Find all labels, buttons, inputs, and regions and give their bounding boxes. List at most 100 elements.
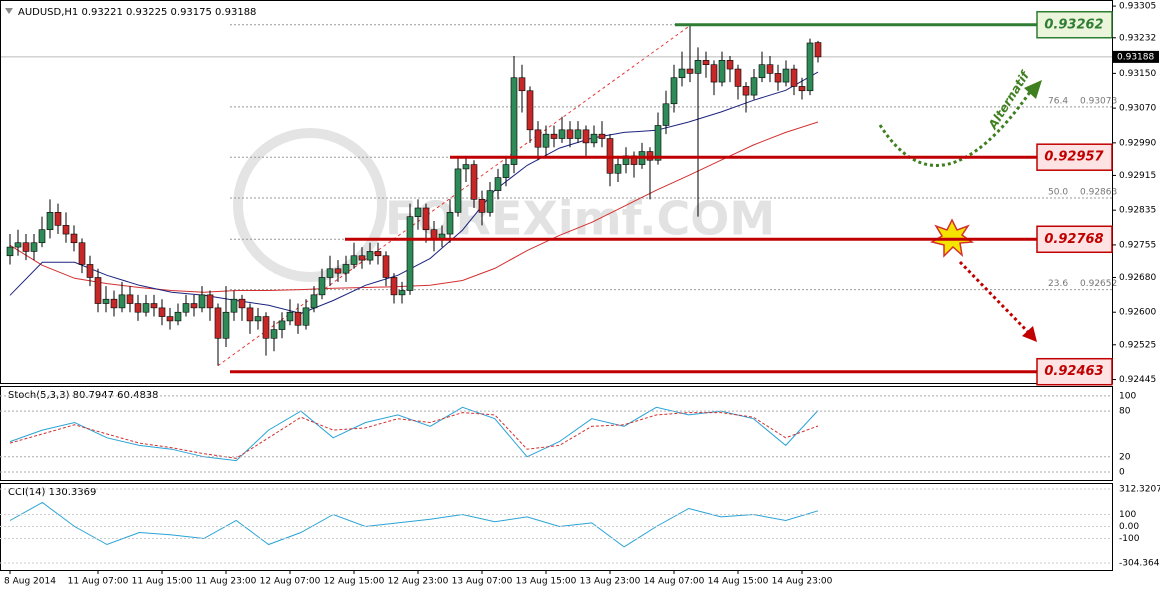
cci-label: CCI(14) 130.3369 [8,487,96,498]
candle-body [454,168,462,213]
candle-body [494,177,502,191]
candle-body [286,311,294,322]
candle-body [206,294,214,309]
y-tick-label: 0.93232 [1119,33,1156,43]
candle-body [446,212,454,235]
x-tick-label: 14 Aug 07:00 [644,577,705,587]
stoch-tick-label: 0 [1119,468,1125,478]
down-arrow [958,260,1030,334]
candle-body [750,77,758,96]
candle-body [382,255,390,278]
candle-body [558,129,566,139]
title-icon [5,8,13,14]
candle-body [806,42,814,92]
candle-body [486,190,494,213]
level-box [1036,143,1113,171]
x-tick-label: 8 Aug 2014 [4,577,56,587]
candle-body [590,133,598,144]
candle-body [278,320,286,330]
candle-body [702,60,710,66]
level-label: 0.92957 [1044,150,1104,165]
level-label: 0.92768 [1044,232,1103,247]
watermark-logo [233,128,387,282]
candle-body [734,68,742,87]
cci-tick-label: 0.00 [1119,522,1139,532]
candle-body [358,255,366,261]
candle-body [662,103,670,126]
candle-body [478,199,486,213]
candle-body [102,298,110,304]
candle-body [126,294,134,304]
candle-body [518,77,526,92]
stoch-tick-label: 100 [1119,391,1136,401]
candle-body [798,86,806,92]
cci-tick-label: -100 [1119,534,1140,544]
candle-body [710,64,718,83]
candle-body [686,68,694,74]
candle-body [310,294,318,309]
y-tick-label: 0.92680 [1119,273,1156,283]
candle-body [742,86,750,96]
candle-body [534,129,542,148]
y-tick-label: 0.92835 [1119,206,1156,216]
x-tick-label: 12 Aug 23:00 [388,577,449,587]
candle-body [222,311,230,339]
y-tick-label: 0.92600 [1119,308,1156,318]
candle-body [54,212,62,226]
candle-body [134,303,142,313]
candle-body [214,307,222,339]
candle-body [30,242,38,252]
y-tick-label: 0.93305 [1119,2,1156,12]
candle-body [190,303,198,309]
cci-frame [0,483,1113,571]
stoch-frame [0,386,1113,481]
candle-body [470,164,478,200]
fib-anchor-line [217,25,691,367]
candle-body [342,264,350,274]
candle-body [366,251,374,261]
candle-body [334,268,342,274]
candle-body [78,242,86,265]
level-label: 0.93262 [1044,17,1103,32]
candle-body [198,294,206,309]
fib-price-label: 0.93073 [1080,96,1117,106]
candle-body [654,125,662,161]
candle-body [230,298,238,313]
candle-body [70,233,78,244]
candle-body [294,311,302,326]
y-tick-label: 0.93070 [1119,104,1156,114]
candle-body [550,133,558,139]
candle-body [398,290,406,296]
candle-body [150,303,158,309]
fib-price-label: 0.92863 [1080,188,1117,198]
candle-body [414,207,422,217]
x-tick-label: 12 Aug 07:00 [260,577,321,587]
candle-body [502,164,510,178]
x-tick-label: 12 Aug 15:00 [324,577,385,587]
candle-body [38,229,46,244]
frames [0,0,1113,571]
candle-body [350,255,358,265]
candle-body [614,164,622,174]
y-tick-label: 0.92525 [1119,340,1156,350]
candle-body [542,133,550,148]
candle-body [766,64,774,74]
fib-level-label: 76.4 [1048,96,1068,106]
candle-body [326,268,334,278]
candle-body [758,64,766,79]
ma-slow [9,121,819,293]
candle-body [510,77,518,165]
candle-body [574,129,582,139]
candle-body [678,68,686,79]
current-price-label: 0.93188 [1117,52,1154,62]
candle-body [782,68,790,83]
y-tick-label: 0.92445 [1119,375,1156,385]
candle-body [430,229,438,239]
candle-body [158,307,166,317]
candle-body [142,303,150,313]
x-tick-label: 11 Aug 15:00 [132,577,193,587]
candle-body [318,277,326,296]
